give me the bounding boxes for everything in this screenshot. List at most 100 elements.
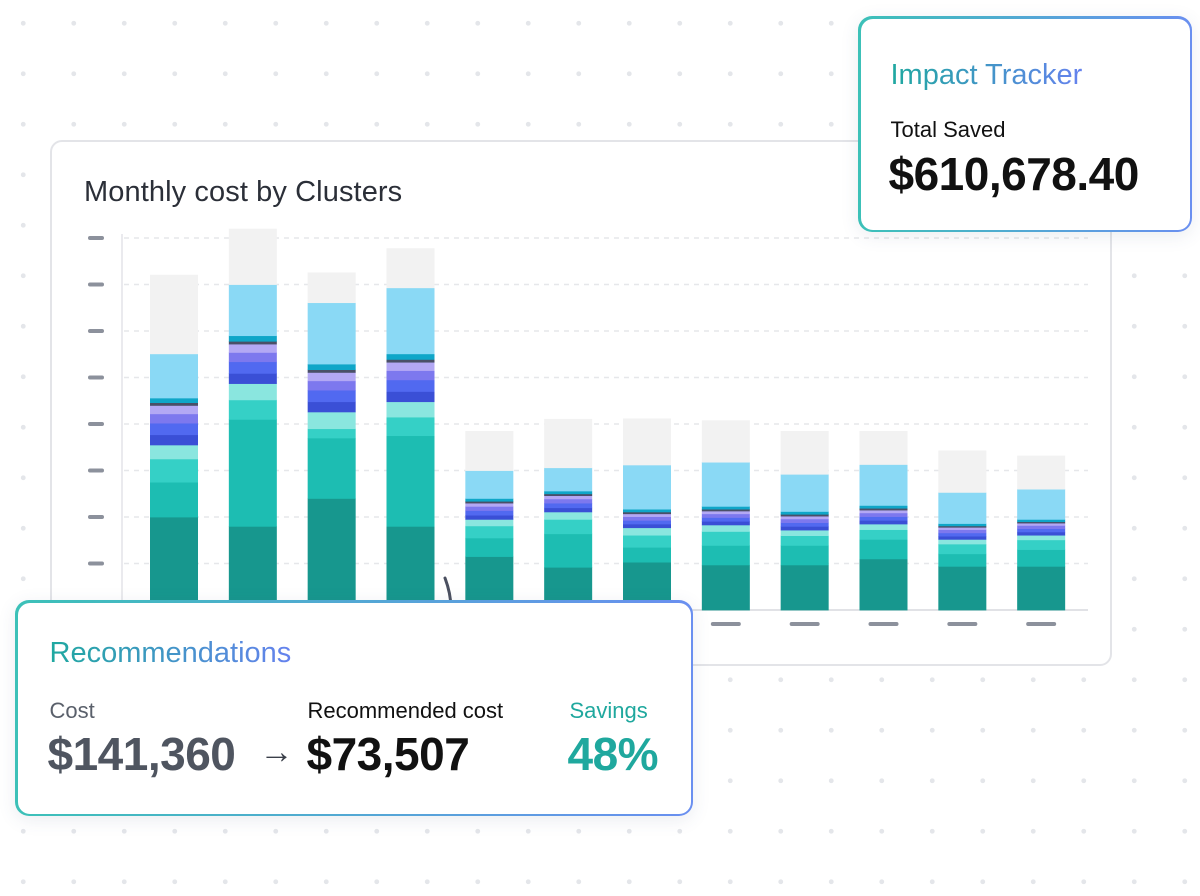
bar-segment	[1017, 539, 1066, 550]
bar-segment	[938, 450, 987, 493]
bar-segment	[859, 516, 908, 521]
bar-segment	[859, 464, 908, 506]
bar-segment	[1017, 566, 1066, 611]
bar-segment	[544, 503, 593, 509]
bar-segment	[859, 510, 908, 514]
total-saved-value: $610,678.40	[888, 147, 1140, 200]
impact-tracker-card: Impact Tracker Total Saved $610,678.40	[858, 16, 1192, 232]
bar-segment	[938, 566, 987, 611]
impact-tracker-title: Impact Tracker	[890, 58, 1083, 91]
bar-segment	[307, 498, 356, 611]
bar-segment	[701, 521, 750, 526]
bar-segment	[701, 564, 750, 611]
bar-segment	[150, 397, 198, 404]
bar-segment	[386, 435, 435, 527]
bar-segment	[780, 516, 829, 520]
bar-segment	[228, 373, 277, 384]
bar-segment	[150, 274, 198, 355]
bar-segment	[701, 517, 750, 522]
recommendations-card: Recommendations Cost $141,360 → Recommen…	[15, 600, 693, 816]
bar-segment	[1017, 489, 1066, 520]
bar-segment	[465, 519, 514, 527]
cost-value: $141,360	[47, 727, 236, 780]
bar-segment	[544, 418, 593, 469]
bar-segment	[701, 462, 750, 507]
bar-segment	[701, 531, 750, 546]
bar-segment	[228, 383, 277, 401]
bar-segment	[465, 506, 514, 511]
bar-segment	[623, 527, 671, 536]
bar-segment	[1017, 455, 1066, 490]
bar-segment	[150, 482, 198, 518]
recommendations-title: Recommendations	[49, 636, 292, 669]
cost-label: Cost	[49, 697, 95, 723]
bar-segment	[859, 558, 908, 611]
bar-segment	[386, 353, 435, 360]
bar-segment	[859, 505, 908, 509]
recommended-cost-value: $73,507	[306, 727, 470, 780]
bar-segment	[859, 512, 908, 517]
bar-segment	[780, 545, 829, 566]
bar-segment	[1017, 549, 1066, 567]
bar-segment	[938, 543, 987, 555]
bar-segment	[228, 352, 277, 363]
bar-segment	[780, 514, 829, 517]
bar-segment	[386, 391, 435, 403]
bar-segment	[228, 335, 277, 342]
bar-segment	[938, 539, 987, 545]
bar-segment	[307, 437, 356, 499]
bar-segment	[228, 341, 277, 345]
savings-value: 48%	[567, 727, 659, 780]
bar-segment	[465, 470, 514, 499]
bar-segment	[544, 511, 593, 520]
bar-segment	[150, 402, 198, 406]
bar-segment	[938, 529, 987, 534]
chart-title: Monthly cost by Clusters	[84, 176, 403, 208]
bar-segment	[1017, 523, 1066, 526]
bar-segment	[780, 535, 829, 546]
bar-segment	[1017, 519, 1066, 523]
bar-segment	[859, 539, 908, 560]
bar-segment	[623, 513, 671, 517]
bar-segment	[544, 490, 593, 495]
bar-segment	[150, 517, 198, 611]
bar-segment	[150, 413, 198, 424]
bar-segment	[465, 503, 514, 507]
bar-segment	[859, 508, 908, 511]
bar-segment	[859, 529, 908, 540]
bar-segment	[386, 362, 435, 371]
bar-segment	[859, 520, 908, 525]
bar-segment	[307, 401, 356, 413]
bar-segment	[228, 526, 277, 611]
bar-segment	[623, 523, 671, 529]
bar-segment	[465, 515, 514, 520]
bar-segment	[386, 359, 435, 363]
bar-segment	[938, 553, 987, 567]
bar-segment	[544, 495, 593, 500]
bar-segment	[465, 501, 514, 504]
bar-segment	[150, 458, 198, 483]
bar-segment	[465, 510, 514, 516]
bar-segment	[1017, 521, 1066, 524]
bar-segment	[307, 380, 356, 391]
bar-segment	[307, 411, 356, 430]
bar-segment	[386, 379, 435, 392]
bar-segment	[780, 511, 829, 515]
bar-segment	[544, 533, 593, 568]
bar-segment	[150, 423, 198, 436]
bar-segment	[701, 509, 750, 512]
bar-segment	[465, 430, 514, 471]
bar-segment	[465, 537, 514, 557]
bar-segment	[701, 513, 750, 518]
bar-segment	[307, 390, 356, 403]
bar-segment	[780, 530, 829, 536]
bar-segment	[150, 444, 198, 460]
bar-segment	[938, 527, 987, 530]
bar-segment	[701, 545, 750, 566]
bar-segment	[938, 492, 987, 524]
bar-segment	[623, 464, 671, 510]
bar-segment	[780, 564, 829, 611]
bar-segment	[386, 248, 435, 289]
bar-segment	[1017, 525, 1066, 530]
bar-segment	[701, 524, 750, 532]
